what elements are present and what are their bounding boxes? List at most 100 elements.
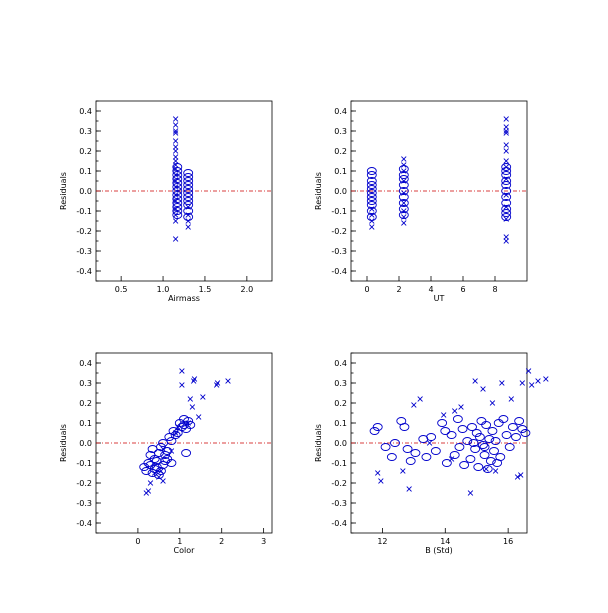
y-tick-label: 0.0 bbox=[334, 439, 347, 448]
data-point-circle bbox=[520, 429, 531, 437]
data-point-circle bbox=[490, 437, 501, 445]
data-point-cross bbox=[508, 396, 515, 402]
data-point-cross bbox=[503, 148, 509, 154]
data-point-circle bbox=[160, 457, 171, 465]
data-point-circle bbox=[398, 175, 409, 183]
data-point-circle bbox=[185, 421, 196, 429]
data-point-cross bbox=[401, 220, 407, 226]
data-point-cross bbox=[503, 142, 509, 148]
data-point-cross bbox=[458, 404, 464, 410]
data-point-circle bbox=[151, 457, 162, 465]
data-point-circle bbox=[405, 457, 416, 465]
y-tick-label: 0.4 bbox=[79, 359, 92, 368]
data-point-cross bbox=[499, 380, 505, 386]
data-point-cross bbox=[426, 440, 433, 446]
y-tick-label: 0.1 bbox=[334, 419, 347, 428]
data-point-cross bbox=[472, 378, 478, 384]
data-point-cross bbox=[369, 224, 375, 230]
data-point-circle bbox=[470, 445, 481, 453]
data-point-circle bbox=[473, 463, 484, 471]
data-point-circle bbox=[172, 175, 183, 183]
data-point-cross bbox=[440, 412, 447, 418]
data-point-circle bbox=[166, 437, 177, 445]
x-tick-label: 3 bbox=[261, 537, 266, 546]
data-point-circle bbox=[153, 471, 164, 479]
y-axis-label: Residuals bbox=[314, 172, 323, 210]
data-point-circle bbox=[501, 199, 512, 207]
data-point-circle bbox=[181, 449, 192, 457]
data-point-circle bbox=[366, 171, 377, 179]
y-tick-label: 0.4 bbox=[79, 107, 92, 116]
data-point-circle bbox=[446, 431, 457, 439]
data-point-circle bbox=[479, 443, 490, 451]
x-axis-label: UT bbox=[434, 294, 445, 303]
data-point-circle bbox=[462, 437, 473, 445]
data-point-circle bbox=[183, 207, 194, 215]
data-point-circle bbox=[449, 451, 460, 459]
data-point-cross bbox=[369, 218, 375, 224]
data-point-circle bbox=[501, 209, 512, 217]
data-point-circle bbox=[479, 451, 490, 459]
data-point-cross bbox=[172, 236, 179, 242]
data-point-cross bbox=[480, 386, 486, 392]
data-point-cross bbox=[525, 368, 532, 374]
data-point-cross bbox=[401, 162, 407, 168]
data-point-circle bbox=[421, 453, 432, 461]
data-point-cross bbox=[147, 480, 154, 486]
data-point-cross bbox=[492, 468, 499, 474]
x-tick-label: 14 bbox=[440, 537, 450, 546]
data-point-circle bbox=[149, 455, 160, 463]
data-point-cross bbox=[143, 490, 150, 496]
data-point-circle bbox=[398, 181, 409, 189]
data-point-circle bbox=[437, 419, 448, 427]
y-tick-label: 0.1 bbox=[79, 419, 92, 428]
data-point-circle bbox=[183, 185, 194, 193]
data-point-cross bbox=[528, 382, 535, 388]
data-point-circle bbox=[366, 177, 377, 185]
data-point-circle bbox=[390, 439, 400, 447]
y-tick-label: -0.4 bbox=[76, 267, 92, 276]
data-point-cross bbox=[172, 218, 179, 224]
data-point-circle bbox=[478, 441, 488, 449]
data-point-circle bbox=[507, 423, 518, 431]
data-point-cross bbox=[179, 382, 185, 388]
series-cross bbox=[369, 116, 509, 244]
data-point-circle bbox=[471, 429, 482, 437]
data-point-circle bbox=[172, 183, 183, 191]
y-tick-label: -0.3 bbox=[76, 247, 92, 256]
data-point-circle bbox=[386, 453, 397, 461]
data-point-circle bbox=[366, 197, 377, 205]
data-point-cross bbox=[467, 490, 474, 496]
data-point-cross bbox=[378, 478, 384, 484]
data-point-circle bbox=[398, 193, 409, 201]
scatter-panel-3: -0.4 -0.3 -0.2 -0.1 0.0 0.1 0.2 0.3 0.4 0 1 2 3 Color… bbox=[59, 352, 273, 555]
data-point-circle bbox=[476, 417, 487, 425]
y-axis-label: Residuals bbox=[59, 172, 68, 210]
y-tick-label: -0.1 bbox=[331, 207, 347, 216]
data-point-circle bbox=[468, 439, 479, 447]
data-point-circle bbox=[498, 415, 509, 423]
series-circle bbox=[366, 163, 512, 221]
x-tick-label: 2 bbox=[396, 285, 401, 294]
data-point-cross bbox=[200, 394, 206, 400]
x-axis-label: B (Std) bbox=[425, 546, 453, 555]
x-tick-label: 1.0 bbox=[157, 285, 170, 294]
data-point-cross bbox=[190, 378, 197, 384]
x-tick-label: 2 bbox=[219, 537, 224, 546]
data-point-circle bbox=[398, 165, 409, 173]
data-point-cross bbox=[172, 122, 179, 128]
data-point-circle bbox=[366, 201, 377, 209]
y-tick-label: -0.3 bbox=[331, 499, 347, 508]
data-point-cross bbox=[451, 408, 458, 414]
data-point-circle bbox=[183, 201, 194, 209]
data-point-circle bbox=[514, 417, 525, 425]
y-tick-label: 0.0 bbox=[79, 439, 92, 448]
data-point-cross bbox=[517, 472, 524, 478]
series-cross bbox=[374, 368, 549, 496]
y-tick-label: -0.3 bbox=[76, 499, 92, 508]
data-point-cross bbox=[185, 224, 191, 230]
data-point-circle bbox=[172, 167, 183, 175]
y-tick-label: -0.4 bbox=[76, 519, 92, 528]
data-point-cross bbox=[503, 164, 509, 170]
